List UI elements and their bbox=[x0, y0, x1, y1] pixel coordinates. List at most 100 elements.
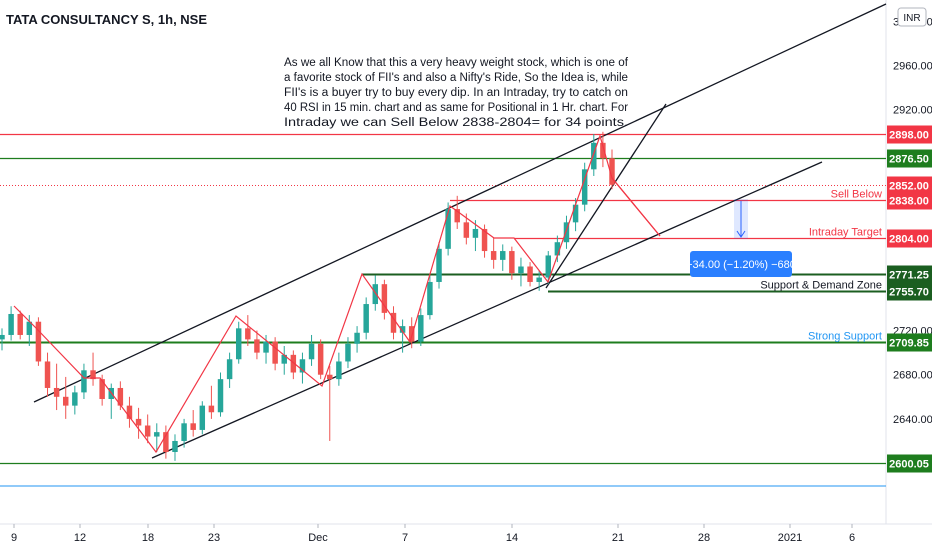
candle-body bbox=[381, 284, 388, 313]
candle-body bbox=[53, 387, 60, 397]
price-range-measure: −34.00 (−1.20%) −680 bbox=[686, 199, 796, 277]
candle-body bbox=[545, 255, 551, 278]
candle-body bbox=[35, 321, 42, 362]
price-badge bbox=[887, 282, 932, 301]
x-tick-label: 9 bbox=[11, 532, 17, 544]
candle-body bbox=[354, 332, 360, 344]
candle-body bbox=[463, 222, 470, 238]
candle-body bbox=[427, 281, 433, 316]
price-badge bbox=[887, 149, 932, 168]
candle-body bbox=[472, 228, 479, 238]
candle-body bbox=[217, 379, 224, 413]
price-badge-label: 2876.50 bbox=[889, 154, 929, 166]
level-annotation: Support & Demand Zone bbox=[760, 280, 882, 292]
price-badge-label: 2898.00 bbox=[889, 130, 929, 142]
horizontal-levels: Sell Below Intraday Target Support & Deman… bbox=[0, 133, 886, 487]
x-tick-label: 18 bbox=[142, 532, 154, 544]
level-annotation: Sell Below bbox=[831, 189, 882, 201]
candle-body bbox=[299, 359, 306, 373]
y-tick-label: 2680.00 bbox=[893, 370, 932, 382]
candle-body bbox=[563, 222, 570, 243]
channel-upper-line bbox=[33, 3, 887, 403]
candle-body bbox=[454, 209, 460, 223]
candle-body bbox=[308, 343, 315, 360]
candle-body bbox=[281, 354, 287, 364]
candle-body bbox=[372, 284, 379, 305]
candle-body bbox=[536, 277, 542, 282]
x-tick-label: 14 bbox=[506, 532, 518, 544]
candle-body bbox=[99, 379, 105, 400]
candle-body bbox=[290, 354, 297, 373]
candle-body bbox=[272, 341, 278, 364]
candle-body bbox=[126, 405, 133, 419]
candle-body bbox=[44, 361, 51, 388]
currency-badge[interactable] bbox=[897, 7, 927, 27]
price-badge bbox=[887, 191, 932, 210]
candle-body bbox=[436, 248, 442, 282]
x-tick-label: 2021 bbox=[778, 532, 802, 544]
price-badge bbox=[887, 125, 932, 144]
note-line: As we all Know that this a very heavy we… bbox=[284, 57, 629, 69]
candle-body bbox=[345, 343, 351, 362]
candle-body bbox=[90, 370, 96, 380]
candle-body bbox=[199, 405, 206, 430]
candle-body bbox=[26, 321, 33, 335]
candle-body bbox=[235, 328, 242, 360]
price-badge bbox=[887, 176, 932, 195]
candle-body bbox=[609, 158, 615, 185]
y-tick-label: 2920.00 bbox=[893, 105, 932, 117]
x-tick-label: 28 bbox=[698, 532, 710, 544]
measure-arrow-head bbox=[736, 230, 746, 238]
idea-note: As we all Know that this a very heavy we… bbox=[284, 57, 629, 129]
candle-body bbox=[135, 418, 142, 426]
candle-body bbox=[336, 361, 342, 380]
price-badge bbox=[887, 333, 932, 352]
price-badge-label: 2771.25 bbox=[889, 270, 929, 282]
zigzag-line bbox=[13, 134, 661, 454]
price-badge-label: 2709.85 bbox=[889, 338, 929, 350]
measure-label: −34.00 (−1.20%) −680 bbox=[686, 259, 796, 271]
candle-body bbox=[363, 304, 369, 333]
currency-label: INR bbox=[903, 13, 920, 24]
candle-body bbox=[144, 425, 151, 437]
candle-body bbox=[17, 313, 23, 335]
price-badge-label: 2852.00 bbox=[889, 181, 929, 193]
note-line: FII's is a buyer try to buy every dip. I… bbox=[284, 87, 628, 99]
candle-body bbox=[408, 326, 415, 342]
candle-body bbox=[163, 432, 169, 453]
zigzag-pattern bbox=[13, 134, 661, 454]
candle-body bbox=[190, 423, 196, 430]
candle-body bbox=[327, 374, 333, 380]
level-annotation: Intraday Target bbox=[809, 227, 882, 239]
candle-body bbox=[490, 251, 497, 260]
candle-body bbox=[208, 405, 215, 413]
measure-label-box bbox=[690, 251, 792, 277]
x-tick-label: 23 bbox=[208, 532, 220, 544]
candle-body bbox=[181, 423, 187, 441]
x-tick-label: 21 bbox=[612, 532, 624, 544]
price-badge bbox=[887, 229, 932, 248]
candle-body bbox=[263, 341, 269, 353]
price-badge bbox=[887, 454, 932, 473]
candle-body bbox=[591, 142, 597, 170]
candle-body bbox=[63, 396, 69, 406]
level-annotation: Strong Support bbox=[808, 331, 882, 343]
x-tick-label: 7 bbox=[402, 532, 408, 544]
candle-body bbox=[0, 334, 5, 340]
candle-body bbox=[445, 209, 451, 249]
candle-body bbox=[226, 359, 233, 380]
candle-body bbox=[172, 440, 178, 453]
candle-body bbox=[554, 242, 561, 256]
x-tick-label: Dec bbox=[308, 532, 328, 544]
candle-body bbox=[572, 204, 579, 223]
note-line: Intraday we can Sell Below 2838-2804= fo… bbox=[284, 117, 628, 129]
price-badge-label: 2755.70 bbox=[889, 287, 929, 299]
target-arrow-line bbox=[611, 177, 661, 237]
trend-lines bbox=[33, 3, 887, 459]
candle-body bbox=[581, 169, 588, 205]
candle-body bbox=[418, 315, 424, 342]
y-tick-label: 2960.00 bbox=[893, 61, 932, 73]
note-line: a favorite stock of FII's and also a Nif… bbox=[284, 72, 628, 84]
